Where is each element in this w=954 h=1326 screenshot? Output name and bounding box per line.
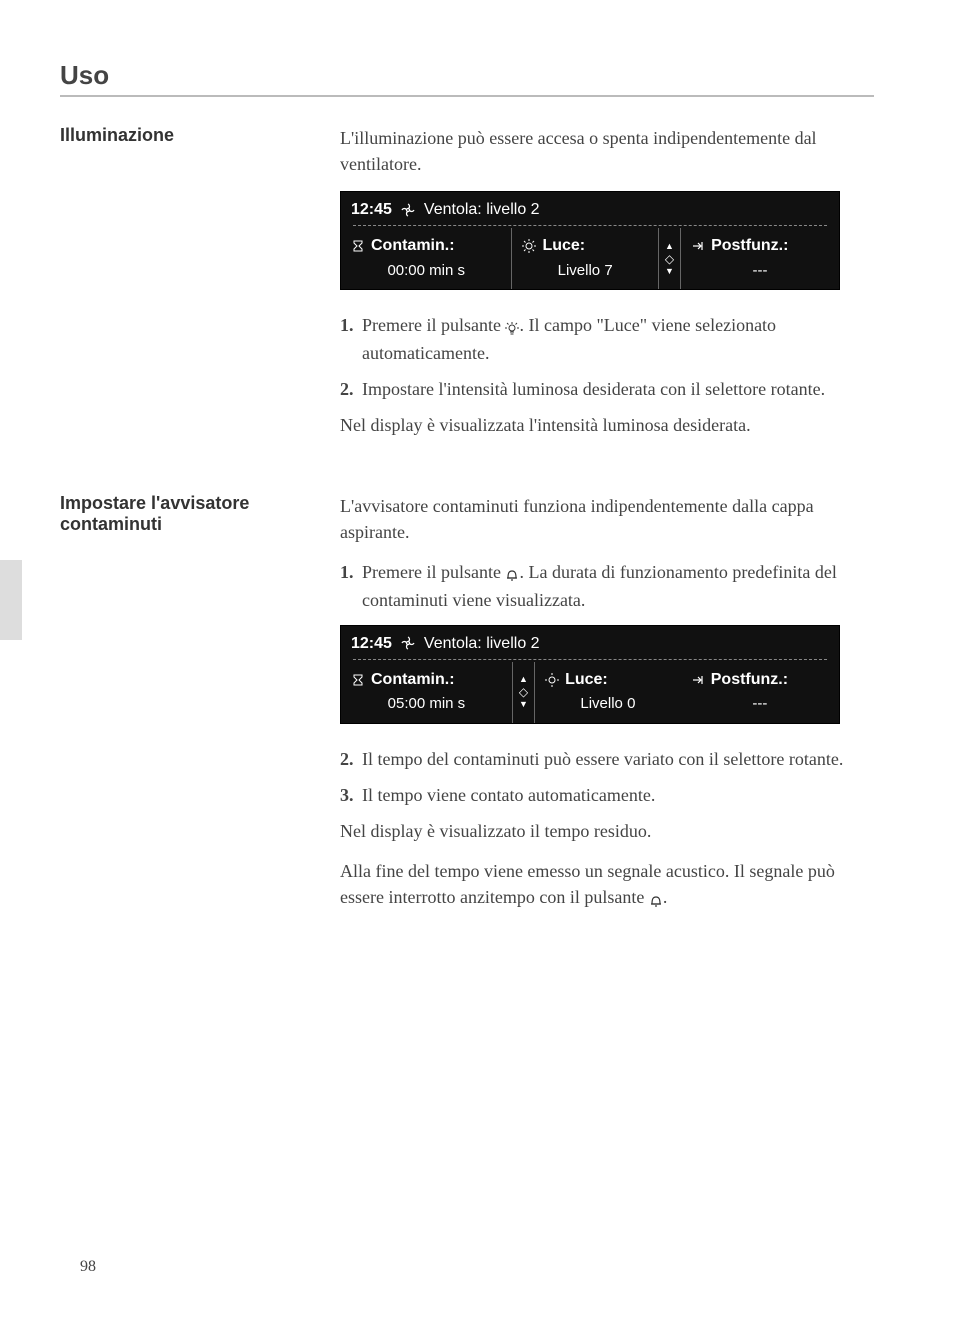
arrow-icon <box>691 234 705 257</box>
list-item: 1. Premere il pulsante . La durata di fu… <box>340 559 874 613</box>
step-number: 2. <box>340 746 362 772</box>
side-tab <box>0 560 22 640</box>
list-item: 2. Il tempo del contaminuti può essere v… <box>340 746 874 772</box>
page-number: 98 <box>80 1258 96 1276</box>
tail-text-b: . <box>663 887 668 907</box>
display-header: 12:45 Ventola: livello 2 <box>341 626 839 659</box>
step-text: Il tempo viene contato automaticamente. <box>362 782 874 808</box>
display-panel-1: 12:45 Ventola: livello 2 Contamin.: 00:0… <box>340 191 840 290</box>
section-avvisatore: Impostare l'avvisatore contaminuti L'avv… <box>60 493 874 927</box>
luce-value: Livello 0 <box>545 693 671 715</box>
display-arrows: ▲◇▼ <box>659 228 680 289</box>
step-text-a: Premere il pulsante <box>362 562 505 582</box>
page-title: Uso <box>60 60 874 97</box>
tail-text-a: Alla fine del tempo viene emesso un segn… <box>340 861 835 907</box>
postfunz-value: --- <box>691 260 829 282</box>
light-icon <box>505 314 519 340</box>
tail-text-2: Alla fine del tempo viene emesso un segn… <box>340 858 874 912</box>
light-icon <box>545 668 559 691</box>
display-luce-cell: Luce: Livello 7 <box>512 228 657 289</box>
list-item: 1. Premere il pulsante . Il campo "Luce"… <box>340 312 874 366</box>
fan-icon <box>400 632 416 655</box>
postfunz-label: Postfunz.: <box>711 668 788 691</box>
contamin-label: Contamin.: <box>371 234 455 257</box>
step-number: 1. <box>340 312 362 366</box>
display-header-text: Ventola: livello 2 <box>424 198 540 221</box>
tail-text: Nel display è visualizzata l'intensità l… <box>340 412 874 438</box>
postfunz-value: --- <box>691 693 829 715</box>
fan-icon <box>400 198 416 221</box>
section-content: L'avvisatore contaminuti funziona indipe… <box>340 493 874 927</box>
bell-icon <box>505 561 519 587</box>
postfunz-label: Postfunz.: <box>711 234 788 257</box>
contamin-value-text: 00:00 min s <box>387 262 465 279</box>
contamin-value: 05:00 min s <box>351 693 502 715</box>
timer-icon <box>351 668 365 691</box>
timer-icon <box>351 234 365 257</box>
display-contamin-cell: Contamin.: 05:00 min s <box>341 662 512 723</box>
section-heading: Illuminazione <box>60 125 340 453</box>
display-contamin-cell: Contamin.: 00:00 min s <box>341 228 511 289</box>
light-icon <box>522 234 536 257</box>
section-content: L'illuminazione può essere accesa o spen… <box>340 125 874 453</box>
step-text: Premere il pulsante . Il campo "Luce" vi… <box>362 312 874 366</box>
list-item: 2. Impostare l'intensità luminosa deside… <box>340 376 874 402</box>
display-luce-cell: Luce: Livello 0 <box>535 662 681 723</box>
display-time: 12:45 <box>351 198 392 221</box>
step-text: Il tempo del contaminuti può essere vari… <box>362 746 874 772</box>
display-postfunz-cell: Postfunz.: --- <box>681 228 839 289</box>
contamin-label: Contamin.: <box>371 668 455 691</box>
arrow-icon <box>691 668 705 691</box>
step-text-a: Premere il pulsante <box>362 315 505 335</box>
step-number: 3. <box>340 782 362 808</box>
step-text: Premere il pulsante . La durata di funzi… <box>362 559 874 613</box>
display-postfunz-cell: Postfunz.: --- <box>681 662 839 723</box>
luce-label: Luce: <box>542 234 585 257</box>
display-header: 12:45 Ventola: livello 2 <box>341 192 839 225</box>
intro-text: L'avvisatore contaminuti funziona indipe… <box>340 493 874 545</box>
intro-text: L'illuminazione può essere accesa o spen… <box>340 125 874 177</box>
display-panel-2: 12:45 Ventola: livello 2 Contamin.: 05:0… <box>340 625 840 724</box>
contamin-value: 00:00 min s <box>387 262 465 279</box>
display-arrows: ▲◇▼ <box>513 662 534 723</box>
luce-label: Luce: <box>565 668 608 691</box>
luce-value: Livello 7 <box>522 260 647 282</box>
section-illuminazione: Illuminazione L'illuminazione può essere… <box>60 125 874 453</box>
bell-icon <box>649 886 663 912</box>
tail-text: Nel display è visualizzato il tempo resi… <box>340 818 874 844</box>
display-header-text: Ventola: livello 2 <box>424 632 540 655</box>
section-heading: Impostare l'avvisatore contaminuti <box>60 493 340 927</box>
display-time: 12:45 <box>351 632 392 655</box>
step-number: 2. <box>340 376 362 402</box>
step-number: 1. <box>340 559 362 613</box>
list-item: 3. Il tempo viene contato automaticament… <box>340 782 874 808</box>
step-text: Impostare l'intensità luminosa desiderat… <box>362 376 874 402</box>
